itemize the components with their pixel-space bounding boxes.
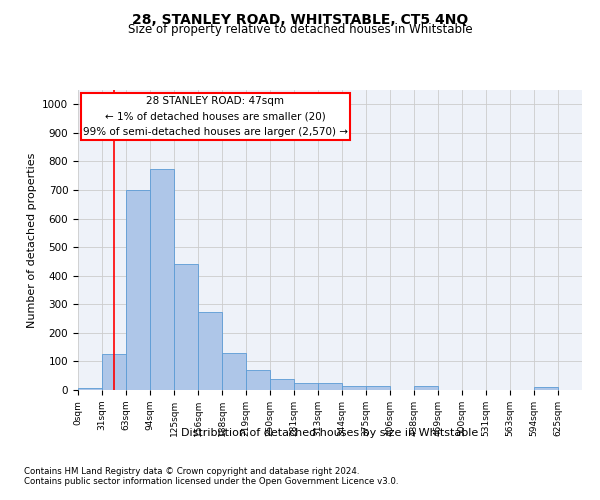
- Text: Distribution of detached houses by size in Whitstable: Distribution of detached houses by size …: [181, 428, 479, 438]
- Bar: [126, 190, 150, 390]
- Bar: [102, 354, 126, 390]
- Y-axis label: Number of detached properties: Number of detached properties: [26, 152, 37, 328]
- Text: 28, STANLEY ROAD, WHITSTABLE, CT5 4NQ: 28, STANLEY ROAD, WHITSTABLE, CT5 4NQ: [132, 12, 468, 26]
- Bar: [78, 388, 102, 390]
- Bar: [174, 264, 198, 390]
- Bar: [342, 386, 366, 390]
- Text: Size of property relative to detached houses in Whitstable: Size of property relative to detached ho…: [128, 22, 472, 36]
- Bar: [198, 312, 222, 390]
- Text: 28 STANLEY ROAD: 47sqm
← 1% of detached houses are smaller (20)
99% of semi-deta: 28 STANLEY ROAD: 47sqm ← 1% of detached …: [83, 96, 348, 137]
- Bar: [222, 353, 246, 390]
- Bar: [246, 370, 270, 390]
- Bar: [318, 383, 342, 390]
- Text: Contains HM Land Registry data © Crown copyright and database right 2024.: Contains HM Land Registry data © Crown c…: [24, 467, 359, 476]
- Bar: [150, 168, 174, 390]
- Bar: [294, 383, 318, 390]
- Text: Contains public sector information licensed under the Open Government Licence v3: Contains public sector information licen…: [24, 477, 398, 486]
- Bar: [366, 386, 390, 390]
- Bar: [534, 387, 558, 390]
- Bar: [414, 386, 438, 390]
- FancyBboxPatch shape: [80, 93, 350, 140]
- Bar: [270, 378, 294, 390]
